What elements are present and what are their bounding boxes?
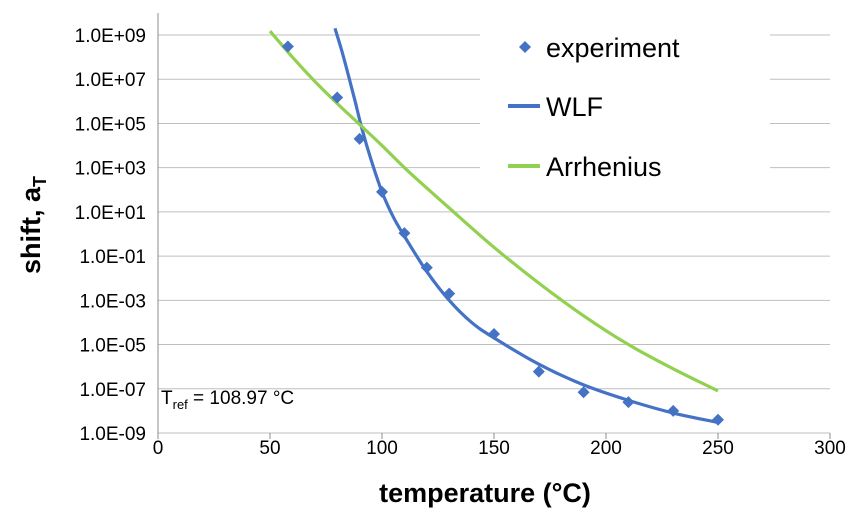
data-point-experiment-6 bbox=[443, 287, 456, 300]
legend-label-experiment: experiment bbox=[546, 33, 680, 63]
y-tick-label-6: 1.0E+03 bbox=[75, 159, 146, 180]
tref-annotation-text: = 108.97 °C bbox=[188, 388, 294, 409]
y-tick-label-0: 1.0E-09 bbox=[79, 424, 146, 445]
x-tick-labels: 0 50 100 150 200 250 300 bbox=[153, 438, 846, 459]
tref-annotation-subscript: ref bbox=[173, 397, 189, 412]
x-axis bbox=[157, 13, 831, 439]
data-point-experiment-8 bbox=[532, 365, 545, 378]
series-line-arrhenius bbox=[268, 30, 719, 393]
x-tick-label-6: 300 bbox=[814, 438, 846, 459]
data-point-experiment-0 bbox=[281, 40, 294, 53]
data-point-experiment-2 bbox=[353, 132, 366, 145]
legend-label-wlf: WLF bbox=[546, 92, 603, 122]
x-axis-title: temperature (°C) bbox=[379, 478, 591, 508]
x-tick-label-3: 150 bbox=[478, 438, 510, 459]
y-tick-label-8: 1.0E+07 bbox=[75, 70, 146, 91]
y-axis-title: shift, aT bbox=[16, 176, 50, 274]
x-tick-label-5: 250 bbox=[702, 438, 734, 459]
plot-area bbox=[268, 27, 724, 426]
y-tick-label-7: 1.0E+05 bbox=[75, 114, 146, 135]
tref-annotation-prefix: T bbox=[161, 388, 173, 409]
x-tick-label-0: 0 bbox=[153, 438, 164, 459]
x-tick-label-2: 100 bbox=[366, 438, 398, 459]
tref-annotation: Tref = 108.97 °C bbox=[161, 388, 294, 412]
y-tick-labels: 1.0E-09 1.0E-07 1.0E-05 1.0E-03 1.0E-01 1.0E+… bbox=[75, 26, 146, 445]
y-tick-label-4: 1.0E-01 bbox=[79, 247, 146, 268]
x-tick-label-1: 50 bbox=[259, 438, 280, 459]
legend-marker-experiment bbox=[519, 41, 531, 53]
y-axis-title-main: shift, a bbox=[16, 186, 46, 274]
data-point-experiment-7 bbox=[488, 328, 500, 341]
series-line-wlf bbox=[333, 27, 719, 425]
data-point-experiment-10 bbox=[622, 396, 635, 409]
data-point-experiment-12 bbox=[712, 413, 724, 426]
y-tick-label-9: 1.0E+09 bbox=[75, 26, 146, 47]
data-point-experiment-9 bbox=[577, 386, 590, 399]
data-point-experiment-4 bbox=[398, 227, 411, 240]
y-axis-title-subscript: T bbox=[30, 176, 50, 187]
y-tick-label-5: 1.0E+01 bbox=[75, 203, 146, 224]
data-point-experiment-1 bbox=[331, 91, 344, 104]
data-point-experiment-3 bbox=[376, 185, 388, 198]
legend: experiment WLF Arrhenius bbox=[480, 30, 770, 190]
data-point-experiment-11 bbox=[667, 404, 680, 417]
y-tick-label-3: 1.0E-03 bbox=[79, 291, 146, 312]
legend-label-arrhenius: Arrhenius bbox=[546, 152, 662, 182]
y-tick-label-1: 1.0E-07 bbox=[79, 380, 146, 401]
y-tick-label-2: 1.0E-05 bbox=[79, 336, 146, 357]
data-point-experiment-5 bbox=[420, 261, 433, 274]
x-tick-label-4: 200 bbox=[590, 438, 622, 459]
